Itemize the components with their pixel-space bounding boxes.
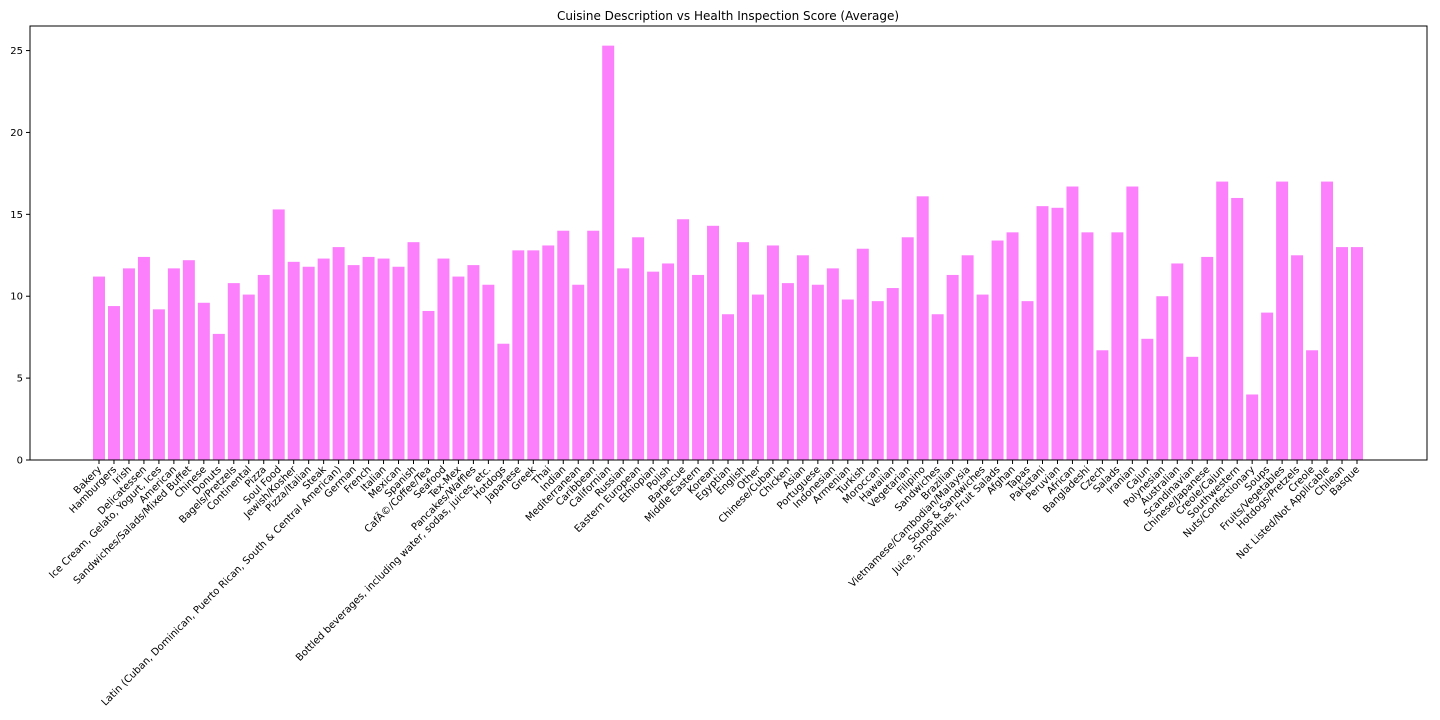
bar: [362, 256, 375, 460]
bar: [437, 258, 450, 460]
bar: [647, 271, 660, 460]
bar: [826, 268, 839, 460]
bar: [272, 209, 285, 460]
bar: [707, 225, 720, 460]
bar: [1111, 232, 1124, 460]
bar: [796, 255, 809, 460]
bar: [901, 237, 914, 460]
y-axis: 0 5 10 15 20 25: [10, 46, 30, 467]
bar: [602, 45, 615, 461]
bar: [1006, 232, 1019, 460]
bar: [182, 260, 195, 460]
bar: [572, 284, 585, 460]
bar: [1171, 263, 1184, 460]
bar: [377, 258, 390, 460]
bar: [122, 268, 135, 460]
bar: [871, 301, 884, 460]
bar: [242, 294, 255, 460]
bar: [287, 261, 300, 460]
plot-frame: [29, 25, 1428, 461]
bar: [542, 245, 555, 460]
bar: [1201, 256, 1214, 460]
bar: [107, 306, 120, 460]
bar: [467, 265, 480, 460]
bar: [407, 242, 420, 460]
bar: [662, 263, 675, 460]
bar: [1246, 394, 1259, 460]
bar: [617, 268, 630, 460]
bar: [93, 276, 105, 460]
bar: [212, 333, 225, 460]
bar: [692, 274, 705, 460]
bar: [197, 302, 210, 460]
bar: [1336, 247, 1349, 460]
bar: [916, 196, 929, 460]
bar: [527, 250, 540, 460]
bar: [152, 309, 165, 460]
bar: [841, 299, 854, 460]
bar: [227, 283, 240, 460]
bar: [856, 248, 869, 460]
bar: [736, 242, 749, 460]
bar: [751, 294, 764, 460]
bar: [1141, 338, 1154, 460]
bar: [392, 266, 405, 460]
bar: [976, 294, 989, 460]
bar: [1186, 356, 1199, 460]
bar: [886, 288, 899, 460]
bar: [1351, 247, 1363, 460]
bar: [1321, 181, 1334, 460]
bar: [1051, 207, 1064, 460]
bar: [347, 265, 360, 460]
bar: [512, 250, 525, 460]
bar: [946, 274, 959, 460]
bar: [961, 255, 974, 460]
bar: [1306, 350, 1319, 460]
bar: [422, 310, 435, 460]
bar: [632, 237, 645, 460]
bar: [1081, 232, 1094, 460]
bar: [811, 284, 824, 460]
bar: [1066, 186, 1079, 460]
bar: [1261, 312, 1274, 460]
bar: [1126, 186, 1139, 460]
bar: [991, 240, 1004, 460]
bar: [781, 283, 794, 460]
bar: [1096, 350, 1109, 460]
bar: [332, 247, 345, 460]
bars-group: [93, 45, 1363, 461]
bar: [452, 276, 465, 460]
bar: [766, 245, 779, 460]
bar: [317, 258, 330, 460]
y-tick-label: 25: [10, 46, 23, 57]
bar: [497, 343, 510, 460]
bar: [167, 268, 180, 460]
bar: [677, 219, 690, 460]
bar: [1276, 181, 1289, 460]
y-tick-label: 0: [17, 456, 23, 467]
bar: [1231, 197, 1244, 460]
bar: [931, 314, 944, 460]
bar: [557, 230, 570, 460]
chart-title: Cuisine Description vs Health Inspection…: [557, 9, 899, 23]
bar: [1021, 301, 1034, 460]
bar: [257, 274, 270, 460]
y-tick-label: 10: [10, 292, 23, 303]
y-tick-label: 5: [17, 374, 23, 385]
y-tick-label: 20: [10, 128, 23, 139]
bar: [1156, 296, 1169, 460]
bar: [1216, 181, 1229, 460]
bar: [302, 266, 315, 460]
bar: [587, 230, 600, 460]
bar: [482, 284, 495, 460]
bar: [722, 314, 734, 460]
y-tick-label: 15: [10, 210, 23, 221]
bar: [1291, 255, 1304, 460]
bar: [137, 256, 150, 460]
bar: [1036, 206, 1049, 460]
